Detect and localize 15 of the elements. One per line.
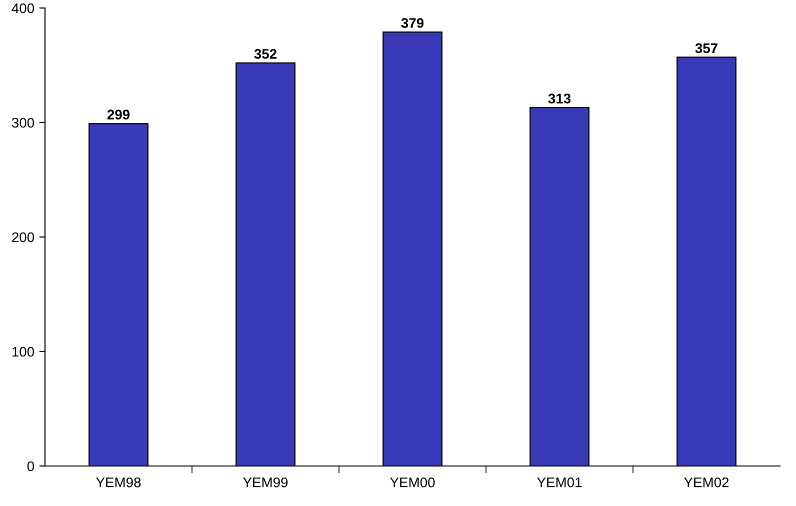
- x-tick-label: YEM01: [537, 477, 582, 488]
- y-tick-label: 100: [12, 346, 34, 357]
- y-tick-label: 0: [27, 461, 34, 472]
- y-tick-label: 200: [12, 232, 34, 242]
- data-label: 299: [107, 110, 130, 120]
- data-label: 313: [548, 94, 571, 104]
- x-tick-label: YEM00: [390, 477, 435, 488]
- data-label: 379: [401, 18, 424, 28]
- x-tick-label: YEM98: [96, 477, 141, 488]
- data-label: 357: [695, 43, 718, 54]
- y-tick-label: 400: [12, 3, 34, 14]
- x-tick-label: YEM02: [684, 477, 729, 488]
- data-label: 352: [254, 48, 277, 59]
- y-tick-label: 300: [12, 118, 34, 128]
- x-tick-label: YEM99: [243, 477, 288, 488]
